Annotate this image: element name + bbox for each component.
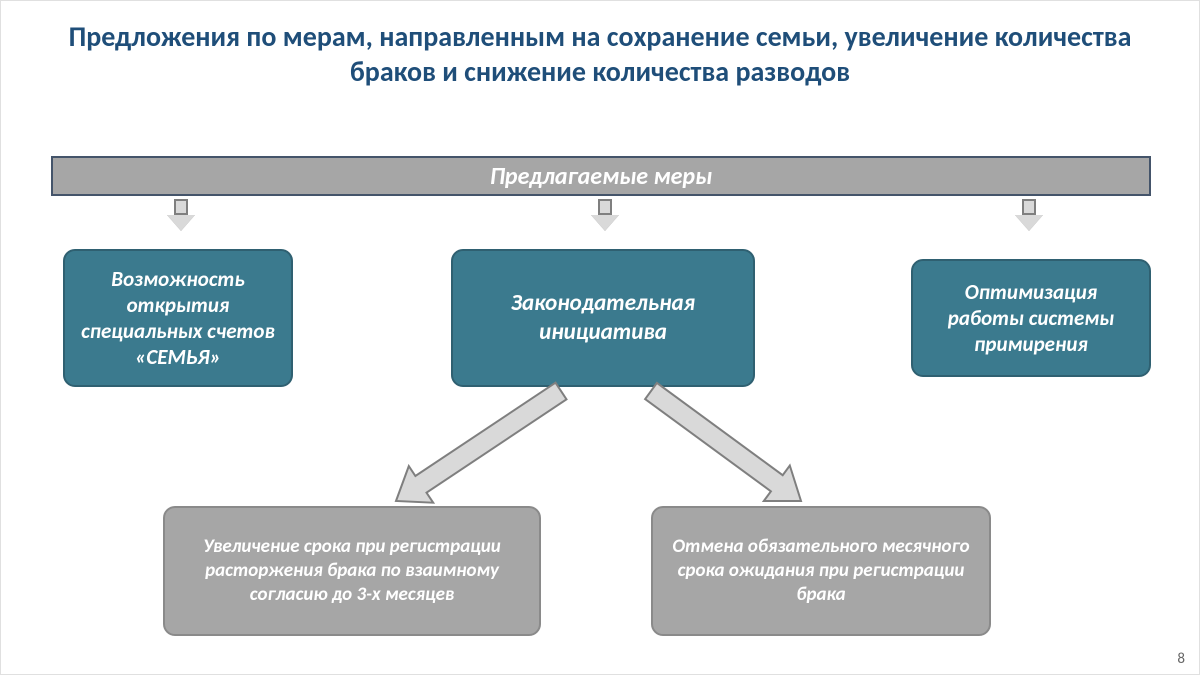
box-right: Оптимизация работы системы примирения	[911, 259, 1151, 377]
box-left-text: Возможность открытия специальных счетов …	[79, 266, 277, 371]
box-bottom-left: Увеличение срока при регистрации расторж…	[163, 506, 541, 636]
arrow-shaft	[598, 199, 612, 215]
box-bottom-right: Отмена обязательного месячного срока ожи…	[651, 506, 991, 636]
arrow-shaft	[174, 199, 188, 215]
slide-title: Предложения по мерам, направленным на со…	[1, 1, 1199, 99]
slide-frame: Предложения по мерам, направленным на со…	[0, 0, 1200, 675]
header-bar: Предлагаемые меры	[51, 156, 1151, 196]
box-left: Возможность открытия специальных счетов …	[63, 249, 293, 387]
box-right-text: Оптимизация работы системы примирения	[927, 279, 1135, 358]
header-bar-text: Предлагаемые меры	[490, 162, 712, 191]
arrow-head-icon	[591, 215, 619, 231]
arrow-down-center	[591, 199, 619, 231]
box-center-text: Законодательная инициатива	[467, 289, 739, 347]
arrow-head-icon	[1015, 215, 1043, 231]
arrow-down-right	[1015, 199, 1043, 231]
arrow-head-icon	[167, 215, 195, 231]
box-bottom-left-text: Увеличение срока при регистрации расторж…	[179, 535, 525, 606]
page-number: 8	[1177, 650, 1185, 668]
arrow-down-left	[167, 199, 195, 231]
arrow-shaft	[1022, 199, 1036, 215]
box-bottom-right-text: Отмена обязательного месячного срока ожи…	[667, 535, 975, 606]
